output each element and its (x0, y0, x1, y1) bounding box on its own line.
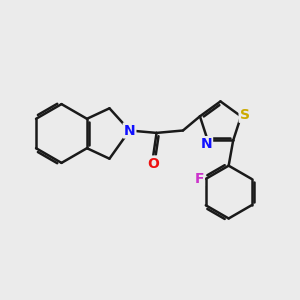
Text: O: O (147, 157, 159, 170)
Text: S: S (240, 108, 250, 122)
Text: F: F (194, 172, 204, 186)
Text: N: N (124, 124, 135, 137)
Text: N: N (200, 137, 212, 151)
